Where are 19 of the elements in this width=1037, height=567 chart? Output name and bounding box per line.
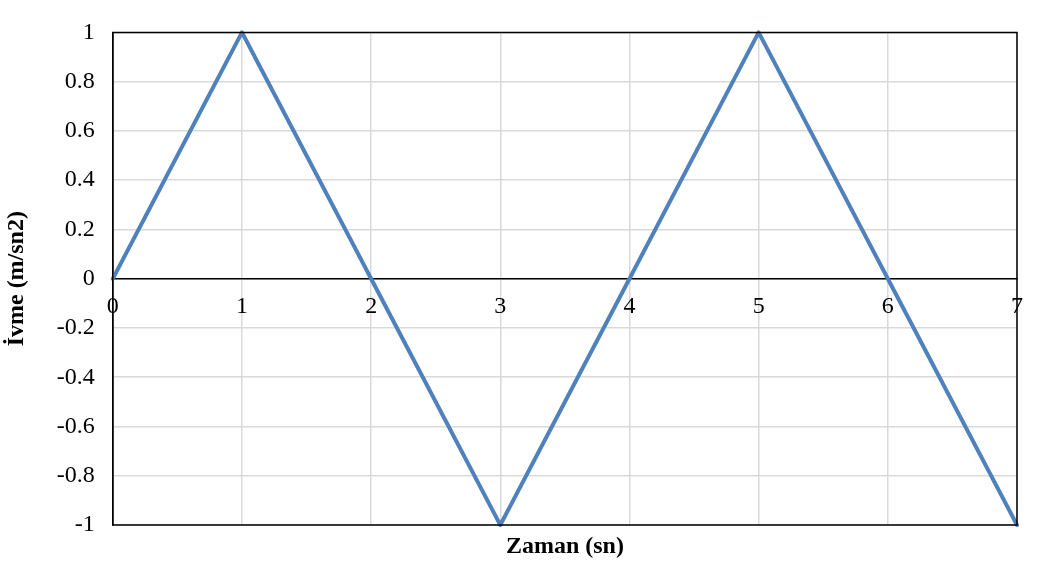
- y-tick-label: 0.4: [64, 165, 95, 192]
- y-axis-title: İvme (m/sn2): [1, 211, 28, 347]
- y-tick-label: 0: [82, 264, 95, 290]
- x-tick-label: 5: [752, 292, 765, 319]
- y-tick-label: 0.2: [64, 214, 95, 241]
- x-tick-label: 3: [494, 292, 507, 319]
- y-tick-label: -0.2: [56, 313, 95, 340]
- x-tick-label: 1: [235, 292, 248, 319]
- x-tick-label: 6: [881, 292, 894, 319]
- y-tick-label: -1: [74, 510, 95, 537]
- x-axis-title: Zaman (sn): [505, 532, 624, 559]
- y-tick-label: 0.8: [64, 66, 95, 93]
- y-tick-label: 1: [82, 17, 95, 44]
- y-tick-label: -0.4: [56, 362, 95, 389]
- y-tick-label: -0.6: [56, 411, 95, 438]
- y-tick-label: -0.8: [56, 461, 95, 488]
- y-tick-label: 0.6: [64, 116, 95, 143]
- x-tick-label: 2: [365, 292, 378, 319]
- x-tick-label: 4: [623, 292, 636, 319]
